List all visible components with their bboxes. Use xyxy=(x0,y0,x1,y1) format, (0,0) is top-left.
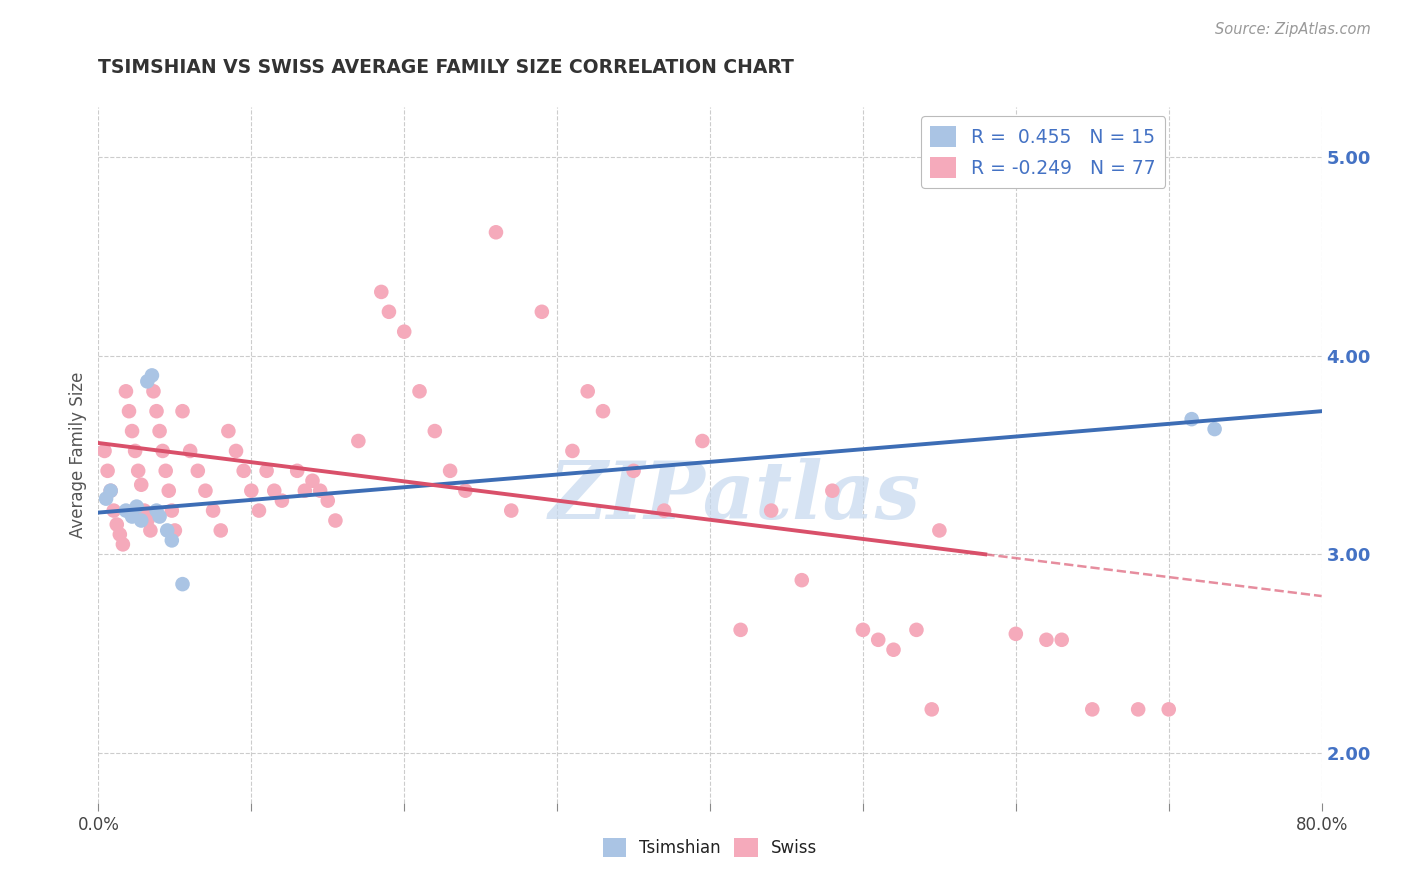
Point xyxy=(121,424,143,438)
Point xyxy=(485,225,508,239)
Point xyxy=(1081,702,1104,716)
Point xyxy=(1004,627,1026,641)
Point xyxy=(111,537,134,551)
Point xyxy=(285,464,308,478)
Point xyxy=(94,491,117,506)
Point xyxy=(921,702,943,716)
Legend: Tsimshian, Swiss: Tsimshian, Swiss xyxy=(596,831,824,864)
Text: Source: ZipAtlas.com: Source: ZipAtlas.com xyxy=(1215,22,1371,37)
Point xyxy=(294,483,316,498)
Point xyxy=(623,464,645,478)
Point xyxy=(142,384,165,399)
Point xyxy=(309,483,332,498)
Point xyxy=(821,483,844,498)
Point xyxy=(145,503,167,517)
Point xyxy=(247,503,270,517)
Point xyxy=(225,444,247,458)
Point xyxy=(136,375,159,389)
Point xyxy=(127,464,149,478)
Point xyxy=(301,474,323,488)
Point xyxy=(129,477,152,491)
Y-axis label: Average Family Size: Average Family Size xyxy=(69,372,87,538)
Point xyxy=(160,533,183,548)
Point xyxy=(1035,632,1057,647)
Point xyxy=(232,464,254,478)
Point xyxy=(136,514,159,528)
Point xyxy=(592,404,614,418)
Point xyxy=(100,483,122,498)
Text: ZIPatlas: ZIPatlas xyxy=(548,458,921,535)
Point xyxy=(115,503,138,517)
Point xyxy=(905,623,928,637)
Point xyxy=(1128,702,1150,716)
Point xyxy=(156,524,179,538)
Point xyxy=(163,524,186,538)
Point xyxy=(454,483,477,498)
Point xyxy=(118,404,141,418)
Point xyxy=(202,503,225,517)
Point xyxy=(240,483,263,498)
Point xyxy=(125,500,148,514)
Point xyxy=(868,632,890,647)
Point xyxy=(134,503,156,517)
Point xyxy=(270,493,292,508)
Point xyxy=(100,483,122,498)
Point xyxy=(263,483,285,498)
Point xyxy=(692,434,714,448)
Point xyxy=(561,444,583,458)
Point xyxy=(408,384,430,399)
Point xyxy=(759,503,782,517)
Point xyxy=(121,509,143,524)
Point xyxy=(157,483,180,498)
Point xyxy=(93,444,115,458)
Point xyxy=(316,493,339,508)
Point xyxy=(1204,422,1226,436)
Point xyxy=(928,524,950,538)
Point xyxy=(149,509,172,524)
Point xyxy=(155,464,177,478)
Text: TSIMSHIAN VS SWISS AVERAGE FAMILY SIZE CORRELATION CHART: TSIMSHIAN VS SWISS AVERAGE FAMILY SIZE C… xyxy=(98,58,794,77)
Point xyxy=(790,573,813,587)
Point xyxy=(576,384,599,399)
Point xyxy=(883,642,905,657)
Point xyxy=(392,325,416,339)
Point xyxy=(530,305,553,319)
Point xyxy=(378,305,401,319)
Point xyxy=(124,444,146,458)
Point xyxy=(1181,412,1204,426)
Point xyxy=(172,577,194,591)
Point xyxy=(325,514,347,528)
Point xyxy=(423,424,446,438)
Point xyxy=(141,368,163,383)
Point xyxy=(172,404,194,418)
Point xyxy=(194,483,217,498)
Point xyxy=(730,623,752,637)
Point xyxy=(370,285,392,299)
Point xyxy=(105,517,128,532)
Point xyxy=(217,424,239,438)
Point xyxy=(347,434,370,448)
Point xyxy=(439,464,461,478)
Point xyxy=(652,503,675,517)
Point xyxy=(852,623,875,637)
Point xyxy=(145,404,167,418)
Point xyxy=(149,424,172,438)
Point xyxy=(103,503,125,517)
Point xyxy=(115,384,138,399)
Point xyxy=(1157,702,1180,716)
Point xyxy=(187,464,209,478)
Point xyxy=(256,464,278,478)
Point xyxy=(160,503,183,517)
Point xyxy=(209,524,232,538)
Point xyxy=(501,503,523,517)
Point xyxy=(139,524,162,538)
Point xyxy=(129,514,152,528)
Point xyxy=(152,444,174,458)
Point xyxy=(1050,632,1073,647)
Point xyxy=(97,464,120,478)
Point xyxy=(108,527,131,541)
Point xyxy=(179,444,201,458)
